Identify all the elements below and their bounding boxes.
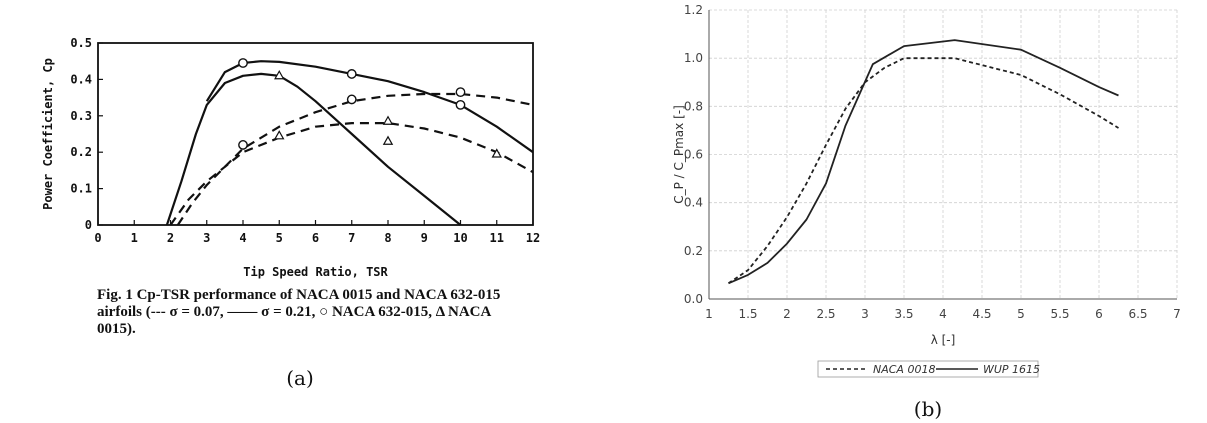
x-tick-label: 5 (276, 231, 283, 245)
x-tick-label: 11 (490, 231, 504, 245)
y-tick-label: 0.4 (684, 196, 703, 210)
subfig-label-a: (a) (286, 366, 314, 390)
x-tick-label: 3.5 (894, 307, 913, 321)
y-tick-label: 0.2 (70, 145, 92, 159)
y-tick-label: 0.6 (684, 148, 703, 162)
circle-marker (346, 94, 357, 105)
x-tick-label: 6.5 (1128, 307, 1147, 321)
series-line (728, 39, 1119, 285)
x-tick-label: 1.5 (738, 307, 757, 321)
chart-b: 1 1.5 2 2.5 3 3.5 4 4.5 5 5.5 6 6.5 7 0.0 0.2 0.4 0.6 0.8… (672, 3, 1181, 378)
x-tick-label: 3 (861, 307, 869, 321)
circle-marker (346, 69, 357, 79)
legend-box (817, 360, 1039, 378)
x-tick-label: 2 (783, 307, 791, 321)
triangle-marker (382, 115, 394, 125)
triangle-marker (274, 130, 285, 140)
y-tick-label: 0.2 (684, 244, 703, 258)
x-axis-label: λ [-] (931, 333, 956, 347)
x-tick-label: 10 (453, 231, 467, 245)
x-tick-label: 2 (167, 231, 174, 245)
triangle-marker (274, 70, 285, 80)
x-tick-label: 3 (203, 231, 210, 245)
x-tick-label: 9 (421, 231, 428, 245)
x-tick-label: 4.5 (972, 307, 991, 321)
x-tick-label: 4 (239, 231, 246, 245)
triangle-marker (491, 148, 502, 158)
x-tick-label: 2.5 (816, 307, 835, 321)
triangle-marker (382, 135, 394, 145)
x-tick-label: 6 (312, 231, 319, 245)
circle-marker (455, 87, 466, 98)
x-tick-label: 4 (939, 307, 947, 321)
x-tick-label: 1 (705, 307, 713, 321)
circle-marker (238, 140, 248, 150)
x-tick-label: 0 (94, 231, 101, 245)
y-tick-label: 0.1 (70, 182, 92, 196)
x-tick-label: 5 (1017, 307, 1025, 321)
y-axis-label: Power Coefficient, Cp (41, 58, 55, 210)
series-line (169, 122, 534, 226)
x-tick-label: 5.5 (1050, 307, 1069, 321)
subfig-label-b: (b) (914, 397, 942, 421)
y-tick-label: 0 (85, 218, 92, 232)
x-tick-label: 7 (1173, 307, 1181, 321)
y-tick-label: 0.5 (70, 36, 92, 50)
circle-marker (238, 58, 248, 68)
y-tick-label: 0.4 (70, 72, 92, 86)
y-tick-label: 1.2 (684, 3, 703, 17)
y-tick-label: 1.0 (684, 51, 703, 65)
caption-line: 0015). (97, 321, 136, 337)
x-tick-label: 8 (384, 231, 391, 245)
caption-a: Fig. 1 Cp-TSR performance of NACA 0015 a… (97, 287, 547, 338)
circle-marker (455, 99, 466, 110)
x-tick-label: 6 (1095, 307, 1103, 321)
y-tick-label: 0.0 (684, 292, 703, 306)
plot-frame (97, 42, 534, 226)
legend-label: WUP 1615 (983, 363, 1040, 376)
legend-label: NACA 0018 (873, 363, 935, 376)
x-tick-label: 7 (348, 231, 355, 245)
series-line (176, 92, 534, 226)
series-line (165, 72, 462, 226)
caption-line: Fig. 1 Cp-TSR performance of NACA 0015 a… (97, 287, 501, 303)
y-tick-label: 0.8 (684, 99, 703, 113)
x-tick-label: 1 (131, 231, 138, 245)
y-tick-label: 0.3 (70, 109, 92, 123)
y-axis-label: C_P / C_Pmax [-] (672, 105, 686, 204)
x-axis-label: Tip Speed Ratio, TSR (243, 265, 388, 279)
caption-line: airfoils (--- σ = 0.07, —— σ = 0.21, ○ N… (97, 304, 492, 320)
x-tick-label: 12 (526, 231, 540, 245)
